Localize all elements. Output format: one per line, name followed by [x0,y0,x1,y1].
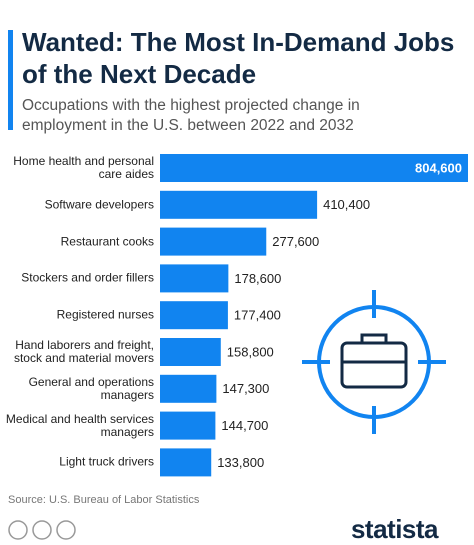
bar [160,448,212,477]
category-label: Medical and health services managers [5,411,154,439]
chart-title: Wanted: The Most In-Demand Jobs of the N… [22,27,455,89]
chart-subtitle: Occupations with the highest projected c… [22,97,360,134]
category-label: Home health and personal care aides [13,154,154,181]
value-label: 133,800 [217,455,264,470]
bar [160,154,468,182]
value-label: 410,400 [323,197,370,212]
accent-bar [8,30,13,130]
bar [160,338,221,366]
bar [160,301,228,330]
value-label: 177,400 [234,308,281,323]
category-label: Restaurant cooks [60,234,154,249]
value-label: 147,300 [222,381,269,396]
category-label: Stockers and order fillers [21,270,154,285]
bar [160,227,267,256]
category-label: Hand laborers and freight, stock and mat… [13,338,154,365]
category-label: Registered nurses [56,307,154,322]
value-label: 178,600 [234,271,281,286]
bar [160,264,229,293]
bar [160,190,318,219]
value-label: 158,800 [227,344,274,359]
brand-logo: statista [350,514,439,544]
category-label: Software developers [44,197,154,212]
bar [160,411,216,440]
category-label: Light truck drivers [59,454,154,469]
target-icon [302,290,446,434]
category-label: General and operations managers [28,374,154,402]
value-label: 277,600 [272,234,319,249]
value-label: 144,700 [221,418,268,433]
bar [160,374,217,403]
source: Source: U.S. Bureau of Labor Statistics [8,494,200,506]
cc-icons [8,520,76,540]
value-label: 804,600 [415,160,462,175]
